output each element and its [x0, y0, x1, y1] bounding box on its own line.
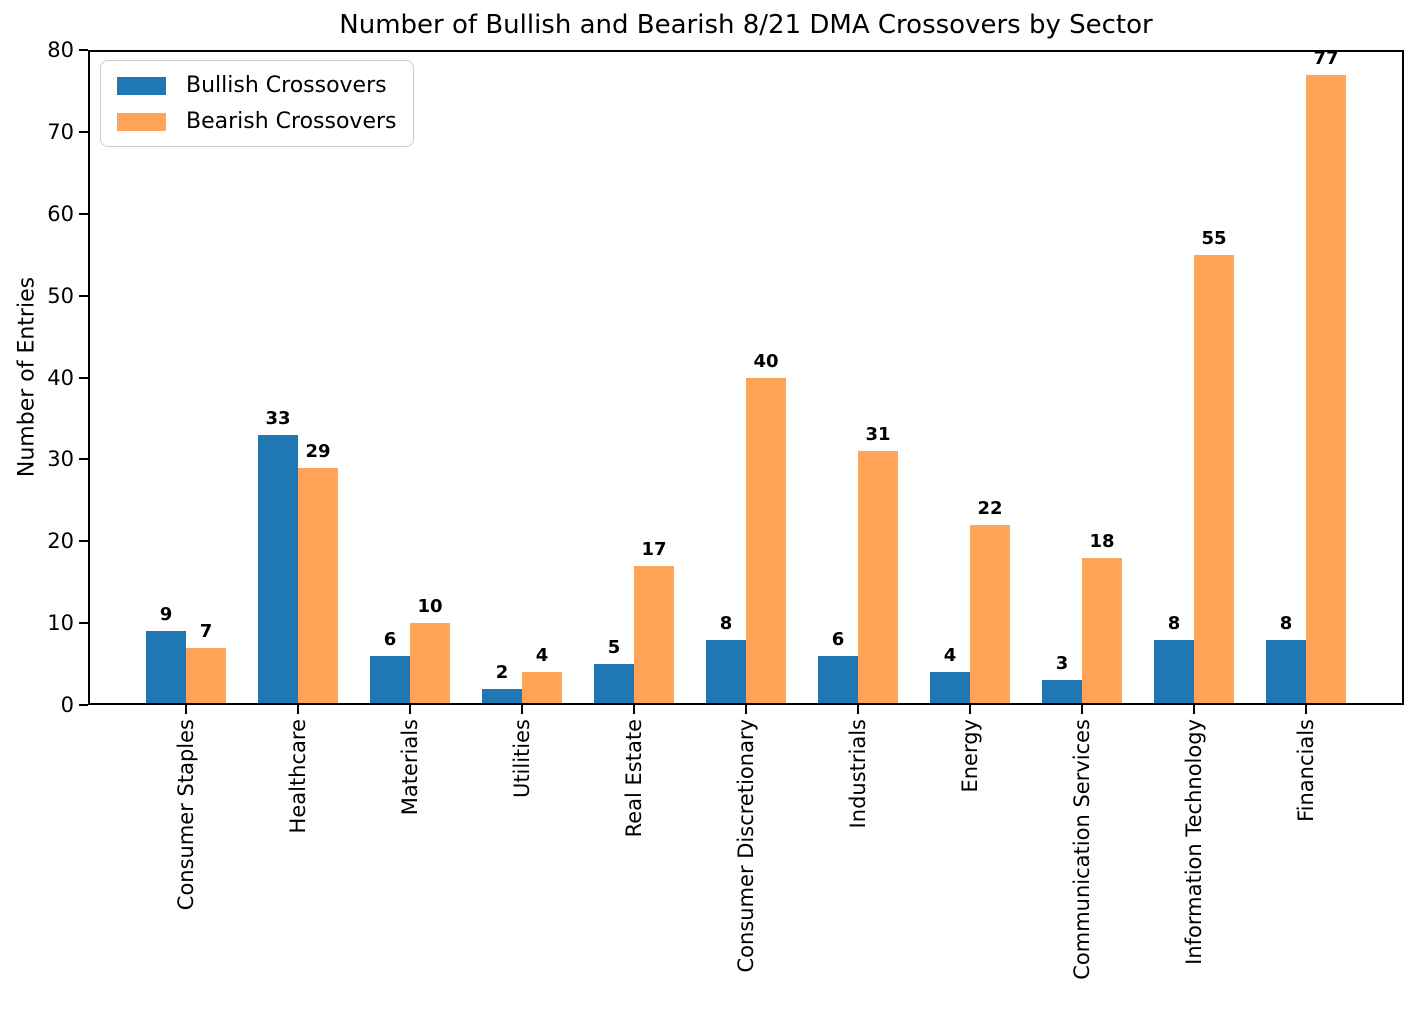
bar-bearish-healthcare: [298, 467, 338, 703]
legend-label: Bullish Crossovers: [186, 73, 387, 98]
bar-value-label: 22: [977, 497, 1003, 519]
y-tick-mark: [79, 540, 88, 543]
bar-bullish-information-technology: [1154, 639, 1194, 703]
bar-value-label: 8: [1279, 612, 1293, 634]
legend-swatch-bearish-crossovers: [117, 112, 166, 131]
y-tick-label: 40: [47, 365, 74, 390]
bar-value-label: 7: [199, 620, 213, 642]
y-tick-label: 10: [47, 611, 74, 636]
bar-bullish-communication-services: [1042, 680, 1082, 703]
x-tick-label-real-estate: Real Estate: [622, 719, 646, 838]
y-tick-label: 70: [47, 119, 74, 144]
bar-bearish-consumer-staples: [186, 647, 226, 703]
bar-value-label: 18: [1089, 530, 1115, 552]
x-tick-mark: [521, 705, 523, 714]
bar-value-label: 6: [831, 628, 845, 650]
y-tick-mark: [79, 376, 88, 379]
chart-title: Number of Bullish and Bearish 8/21 DMA C…: [339, 10, 1153, 40]
bar-bullish-energy: [930, 672, 970, 703]
bar-value-label: 31: [865, 424, 891, 446]
bar-bearish-consumer-discretionary: [746, 377, 786, 703]
x-tick-mark: [1081, 705, 1083, 714]
x-tick-label-materials: Materials: [398, 719, 422, 816]
bar-bearish-energy: [970, 524, 1010, 703]
x-tick-label-information-technology: Information Technology: [1182, 719, 1206, 965]
x-tick-label-utilities: Utilities: [510, 719, 534, 799]
x-tick-label-consumer-discretionary: Consumer Discretionary: [734, 719, 758, 973]
x-tick-label-industrials: Industrials: [846, 719, 870, 829]
x-tick-label-consumer-staples: Consumer Staples: [174, 719, 198, 911]
y-tick-label: 50: [47, 283, 74, 308]
x-tick-mark: [409, 705, 411, 714]
bar-bullish-materials: [370, 655, 410, 703]
x-tick-mark: [1193, 705, 1195, 714]
x-tick-mark: [185, 705, 187, 714]
x-tick-mark: [745, 705, 747, 714]
bar-bearish-information-technology: [1194, 254, 1234, 703]
bar-value-label: 33: [265, 407, 291, 429]
bar-value-label: 6: [383, 628, 397, 650]
x-tick-mark: [1305, 705, 1307, 714]
x-tick-mark: [297, 705, 299, 714]
bar-value-label: 10: [417, 596, 443, 618]
y-tick-label: 60: [47, 201, 74, 226]
bar-bearish-materials: [410, 623, 450, 703]
y-tick-mark: [79, 49, 88, 51]
bar-value-label: 8: [719, 612, 733, 634]
bar-bearish-industrials: [858, 451, 898, 703]
bar-bullish-financials: [1266, 639, 1306, 703]
x-tick-mark: [633, 705, 635, 714]
y-tick-mark: [79, 622, 88, 625]
bar-value-label: 4: [535, 645, 549, 667]
bar-bullish-consumer-discretionary: [706, 639, 746, 703]
bar-bearish-utilities: [522, 672, 562, 703]
y-tick-label: 80: [47, 38, 74, 62]
y-tick-mark: [79, 212, 88, 215]
bar-value-label: 8: [1167, 612, 1181, 634]
bar-bullish-healthcare: [258, 434, 298, 703]
bar-value-label: 3: [1055, 653, 1069, 675]
bar-bullish-industrials: [818, 655, 858, 703]
bar-value-label: 55: [1201, 227, 1227, 249]
bar-bullish-real-estate: [594, 664, 634, 703]
x-tick-label-energy: Energy: [958, 719, 982, 793]
x-tick-label-communication-services: Communication Services: [1070, 719, 1094, 980]
y-tick-mark: [79, 704, 88, 706]
bar-value-label: 2: [495, 661, 509, 683]
legend: Bullish Crossovers Bearish Crossovers: [100, 60, 414, 147]
bar-value-label: 77: [1313, 47, 1339, 69]
legend-row-bearish-crossovers: Bearish Crossovers: [117, 109, 397, 134]
bar-bearish-communication-services: [1082, 557, 1122, 703]
bar-value-label: 29: [305, 440, 331, 462]
y-tick-label: 20: [47, 529, 74, 554]
x-tick-label-healthcare: Healthcare: [286, 719, 310, 834]
bar-value-label: 9: [159, 604, 173, 626]
bar-bearish-real-estate: [634, 565, 674, 703]
bar-value-label: 17: [641, 538, 667, 560]
bar-bullish-consumer-staples: [146, 631, 186, 703]
bar-value-label: 40: [753, 350, 779, 372]
bar-value-label: 4: [943, 645, 957, 667]
x-tick-mark: [969, 705, 971, 714]
y-tick-mark: [79, 130, 88, 133]
bar-value-label: 5: [607, 637, 621, 659]
bar-bearish-financials: [1306, 74, 1346, 703]
y-tick-mark: [79, 294, 88, 297]
legend-row-bullish-crossovers: Bullish Crossovers: [117, 73, 397, 98]
legend-label: Bearish Crossovers: [186, 109, 397, 134]
y-tick-label: 30: [47, 447, 74, 472]
y-tick-mark: [79, 458, 88, 461]
x-tick-mark: [857, 705, 859, 714]
y-tick-label: 0: [60, 693, 74, 717]
x-tick-label-financials: Financials: [1294, 719, 1318, 822]
legend-swatch-bullish-crossovers: [117, 76, 166, 95]
bar-bullish-utilities: [482, 688, 522, 703]
